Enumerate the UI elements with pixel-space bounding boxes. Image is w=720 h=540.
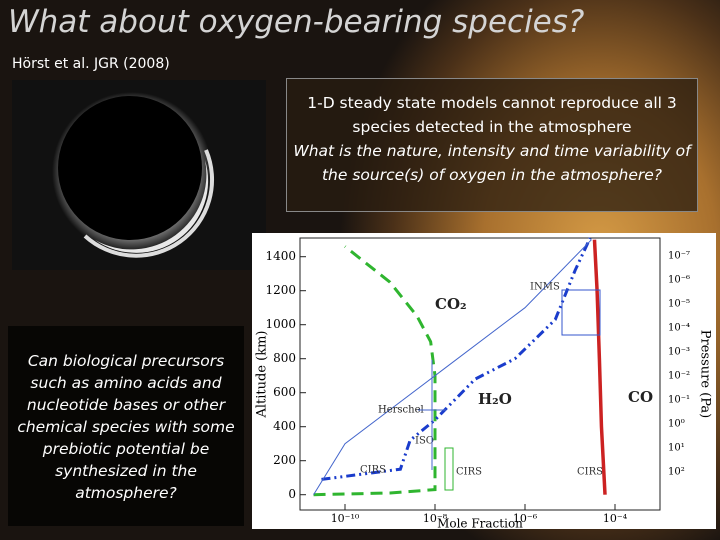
y-tick-label: 1000 (265, 317, 296, 331)
y2-tick-label: 10² (668, 467, 685, 478)
inms-box (561, 289, 601, 336)
y2-tick-label: 10⁰ (668, 419, 685, 430)
y-tick-label: 600 (273, 385, 296, 399)
y2-tick-label: 10⁻⁵ (668, 299, 690, 310)
series-line (592, 239, 607, 495)
x-axis-title: Mole Fraction (437, 517, 523, 531)
citation: Hörst et al. JGR (2008) (12, 56, 170, 72)
series-label: CO₂ (435, 295, 467, 313)
x-tick-label: 10⁻⁶ (513, 512, 538, 525)
y2-tick-label: 10⁻⁶ (668, 275, 690, 286)
annotation: INMS (530, 282, 560, 293)
series-line (313, 239, 592, 495)
series-line (321, 237, 592, 481)
y-axis-title: Altitude (km) (255, 330, 270, 418)
y2-tick-label: 10⁻⁴ (668, 323, 690, 334)
y2-tick-label: 10⁻⁷ (668, 251, 690, 262)
series-label: H₂O (478, 390, 512, 408)
prebiotic-box: Can biological precursors such as amino … (8, 326, 244, 526)
plot: 0 200 400 600 800 1000 1200 1400 10⁻¹⁰ 10⁻⁸ 10⁻⁶ 10… (255, 237, 713, 531)
plot-frame (299, 237, 661, 511)
y-tick-label: 1200 (265, 283, 296, 297)
y2-tick-label: 10⁻¹ (668, 395, 690, 406)
question: What is the nature, intensity and time v… (293, 142, 691, 184)
annotation: CIRS (577, 467, 603, 478)
enceladus-limb (83, 149, 215, 258)
y2-axis-title: Pressure (Pa) (698, 330, 713, 418)
plot-background (252, 233, 716, 529)
y2-tick-label: 10⁻³ (668, 347, 690, 358)
x-tick-label: 10⁻¹⁰ (331, 512, 360, 525)
y2-tick-label: 10¹ (668, 443, 685, 454)
series-label: CO (628, 388, 653, 406)
x-tick-label: 10⁻⁸ (423, 512, 448, 525)
question-box: 1-D steady state models cannot reproduce… (286, 78, 698, 212)
y-tick-label: 1400 (265, 249, 296, 263)
annotation: CIRS (360, 465, 386, 476)
y-tick-label: 200 (273, 453, 296, 467)
y-tick-label: 400 (273, 419, 296, 433)
statement: 1-D steady state models cannot reproduce… (307, 94, 677, 136)
slide-title: What about oxygen-bearing species? (8, 4, 585, 40)
enceladus-disk (58, 96, 202, 240)
annotation: CIRS (456, 467, 482, 478)
cirs-box (444, 447, 454, 491)
annotation: ISO (415, 436, 434, 447)
x-tick-label: 10⁻⁴ (603, 512, 628, 525)
y2-tick-label: 10⁻² (668, 371, 690, 382)
series-label: Herschel (378, 405, 424, 416)
y-tick-label: 800 (273, 351, 296, 365)
y-tick-label: 0 (288, 487, 296, 501)
